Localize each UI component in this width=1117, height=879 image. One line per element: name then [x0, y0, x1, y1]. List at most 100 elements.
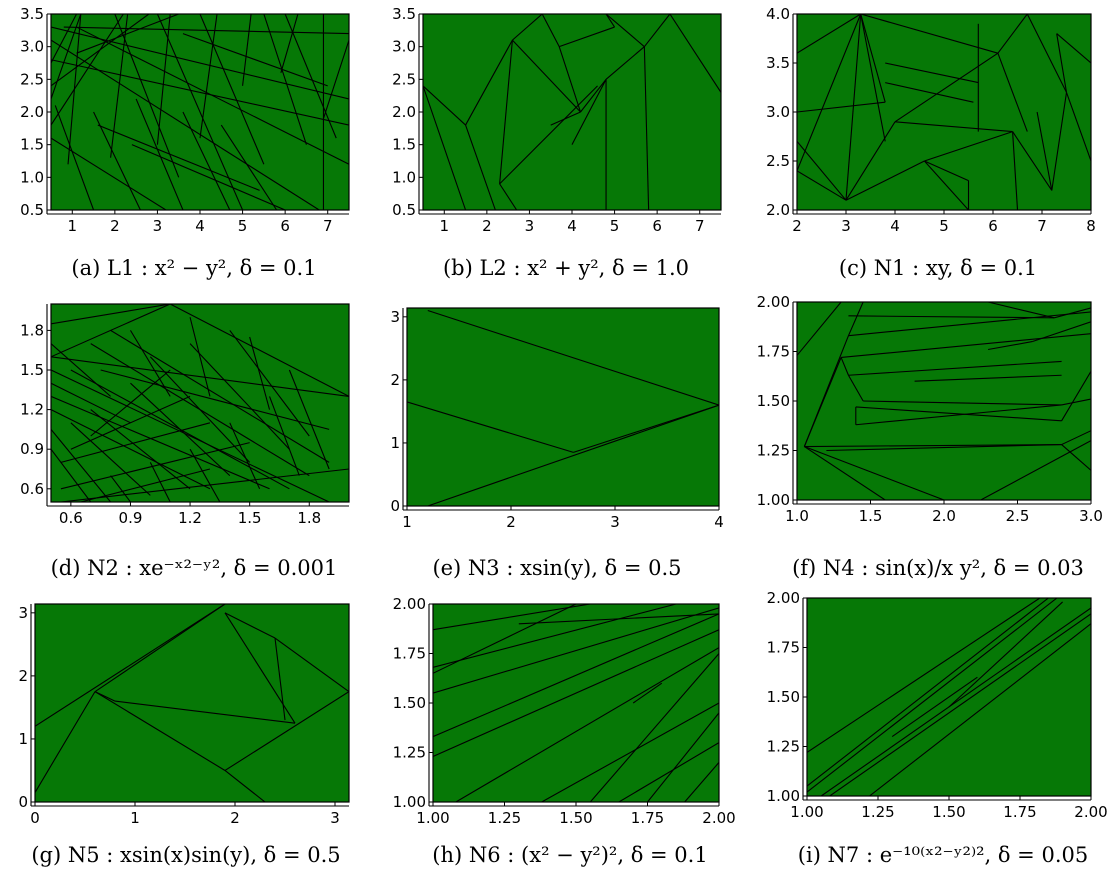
mesh-edge [826, 444, 1062, 452]
mesh-edge [1056, 33, 1068, 93]
mesh-edge [580, 78, 607, 113]
mesh-edge [110, 475, 131, 502]
mesh-edge [407, 401, 574, 453]
mesh-edge [60, 442, 250, 490]
mesh-edge [199, 14, 265, 165]
caption-a: (a) L1 : x² − y², δ = 0.1 [71, 256, 316, 280]
x-tick-label: 3 [330, 809, 340, 827]
mesh-edge [869, 623, 1091, 796]
mesh-edge [1054, 307, 1091, 319]
x-tick-label: 8 [1086, 217, 1096, 235]
mesh-edge [807, 598, 1041, 753]
mesh-edge [220, 124, 278, 210]
mesh-edge [224, 612, 296, 724]
y-tick-label: 1 [390, 434, 400, 452]
mesh-edge [67, 14, 82, 165]
y-tick-label: 1.75 [767, 639, 800, 657]
mesh-edge [129, 330, 171, 397]
mesh-edge [51, 137, 167, 210]
mesh-edge [499, 40, 513, 184]
mesh-edge [1056, 33, 1091, 64]
mesh-edge [987, 302, 1055, 319]
x-tick-label: 1.25 [861, 803, 894, 821]
y-tick-label: 3.0 [20, 38, 44, 56]
mesh-edge [97, 124, 260, 191]
mesh-edge [110, 329, 330, 463]
mesh-edge [997, 53, 1028, 132]
mesh-edge [70, 395, 191, 450]
y-tick-label: 3 [390, 308, 400, 326]
x-tick-label: 1 [68, 217, 78, 235]
mesh-h [433, 604, 719, 802]
mesh-edge [807, 598, 1058, 793]
mesh-edge [189, 448, 221, 502]
mesh-edge [54, 105, 95, 210]
caption-c: (c) N1 : xy, δ = 0.1 [839, 256, 1037, 280]
x-tick-label: 2 [482, 217, 492, 235]
y-tick-label: 1.5 [20, 361, 44, 379]
mesh-edge [1061, 430, 1091, 446]
mesh-edge [60, 468, 349, 502]
mesh-edge [149, 462, 171, 502]
mesh-edge [51, 59, 349, 126]
plot-area-h [432, 603, 720, 803]
y-tick-label: 0 [18, 793, 28, 811]
mesh-edge [35, 604, 226, 727]
x-tick-label: 2 [792, 217, 802, 235]
mesh-edge [980, 440, 1091, 500]
mesh-edge [499, 85, 598, 185]
x-tick-label: 1.75 [631, 809, 664, 827]
mesh-edge [804, 446, 945, 500]
mesh-edge [1051, 92, 1068, 191]
y-tick-label: 1.50 [757, 392, 790, 410]
x-tick-label: 0 [30, 809, 40, 827]
mesh-edge [427, 309, 719, 406]
mesh-edge [199, 14, 218, 139]
mesh-edge [847, 302, 864, 336]
mesh-edge [131, 144, 286, 210]
mesh-d [51, 304, 349, 502]
y-tick-label: 2.5 [20, 70, 44, 88]
y-tick-label: 0.5 [20, 201, 44, 219]
mesh-edge [182, 33, 328, 87]
mesh-e [407, 309, 719, 506]
mesh-edge [94, 604, 226, 693]
x-tick-label: 1.25 [488, 809, 521, 827]
x-tick-label: 5 [939, 217, 949, 235]
mesh-edge [797, 302, 842, 356]
y-tick-label: 1.0 [20, 168, 44, 186]
mesh-edge [1065, 92, 1091, 162]
mesh-edge [189, 317, 211, 397]
x-tick-label: 7 [1037, 217, 1047, 235]
mesh-edge [114, 700, 296, 724]
y-tick-label: 1.50 [393, 694, 426, 712]
mesh-edge [269, 396, 300, 476]
caption-b: (b) L2 : x² + y², δ = 1.0 [443, 256, 689, 280]
mesh-edge [845, 14, 862, 201]
plot-area-g [34, 603, 350, 803]
mesh-edge [433, 604, 591, 631]
y-tick-label: 1.2 [20, 401, 44, 419]
mesh-edge [863, 400, 1062, 406]
panel-g: 0 1 2 3 0 1 2 3 (g) N5 : xsin(x)sin(y), δ = 0.5 [18, 603, 350, 867]
x-tick-label: 1.8 [297, 509, 321, 527]
y-tick-label: 0.6 [20, 480, 44, 498]
mesh-edge [643, 46, 650, 210]
mesh-edge [894, 52, 999, 123]
mesh-edge [76, 26, 349, 165]
mesh-edge [224, 691, 349, 771]
mesh-edge [550, 111, 581, 126]
x-tick-label: 2 [230, 809, 240, 827]
mesh-edge [885, 82, 974, 103]
x-tick-label: 1.5 [238, 509, 262, 527]
mesh-edge [465, 124, 496, 210]
mesh-g [35, 604, 349, 802]
mesh-edge [35, 691, 96, 793]
y-tick-label: 1.00 [393, 793, 426, 811]
caption-g: (g) N5 : xsin(x)sin(y), δ = 0.5 [31, 843, 340, 867]
mesh-edge [149, 356, 251, 463]
y-tick-label: 1.5 [20, 136, 44, 154]
mesh-edge [632, 682, 663, 704]
y-tick-label: 1.00 [757, 491, 790, 509]
